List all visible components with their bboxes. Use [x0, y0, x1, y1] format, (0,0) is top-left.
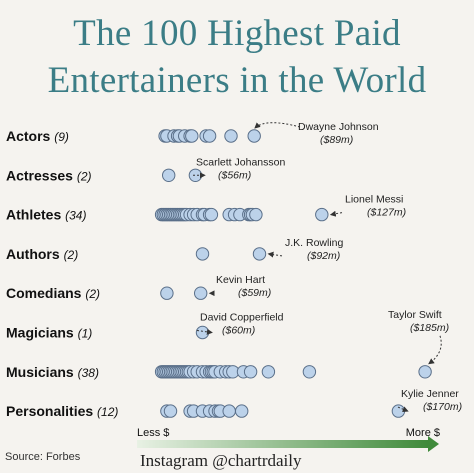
annotations: Dwayne Johnson($89m)Scarlett Johansson($… [193, 121, 462, 413]
category-name: Actors [6, 128, 54, 144]
annotation-name: Scarlett Johansson [196, 156, 285, 168]
annotation-value: ($89m) [320, 134, 353, 146]
annotation-name: Dwayne Johnson [298, 121, 379, 133]
category-label-actresses: Actresses (2) [6, 167, 92, 183]
annotation-magicians: David Copperfield($60m) [196, 312, 284, 337]
value-axis: Less $ More $ [137, 427, 440, 452]
annotation-value: ($59m) [238, 287, 271, 299]
category-name: Comedians [6, 285, 85, 301]
source-note: Source: Forbes [5, 451, 81, 463]
category-count: (12) [97, 405, 118, 419]
data-point [195, 325, 210, 340]
data-point [163, 404, 178, 418]
category-count: (2) [64, 248, 79, 262]
chart-title-line1: The 100 Highest Paid [73, 13, 401, 54]
annotation-musicians: Taylor Swift($185m) [388, 309, 449, 365]
data-point [235, 404, 249, 418]
data-point [315, 207, 329, 222]
data-point [204, 207, 219, 222]
category-count: (9) [54, 130, 69, 144]
axis-arrowhead [428, 436, 439, 452]
annotation-name: Kevin Hart [216, 274, 265, 286]
data-point [195, 247, 210, 261]
category-label-authors: Authors (2) [6, 246, 78, 262]
data-points [154, 129, 432, 418]
annotation-value: ($185m) [410, 322, 449, 334]
category-name: Personalities [6, 403, 97, 419]
data-point [162, 168, 176, 183]
category-name: Musicians [6, 364, 78, 380]
annotation-name: Taylor Swift [388, 309, 442, 321]
data-point [302, 365, 317, 379]
annotation-name: David Copperfield [200, 312, 284, 324]
category-count: (2) [77, 169, 92, 183]
data-point [247, 129, 261, 143]
category-label-actors: Actors (9) [6, 128, 69, 144]
data-point [222, 404, 236, 418]
annotation-arrow [329, 210, 343, 217]
annotation-value: ($92m) [307, 250, 340, 262]
annotation-actors: Dwayne Johnson($89m) [254, 121, 379, 146]
category-label-comedians: Comedians (2) [6, 285, 100, 301]
annotation-comedians: Kevin Hart($59m) [208, 274, 271, 299]
annotation-arrow [267, 251, 283, 258]
category-label-magicians: Magicians (1) [6, 325, 92, 341]
category-label-personalities: Personalities (12) [6, 403, 118, 419]
axis-high-label: More $ [406, 427, 440, 439]
annotation-athletes: Lionel Messi($127m) [329, 194, 406, 219]
annotation-arrow [428, 335, 442, 365]
chart-title-line2: Entertainers in the World [47, 60, 427, 101]
annotation-arrow [196, 328, 213, 335]
annotation-value: ($170m) [423, 401, 462, 413]
annotation-value: ($127m) [367, 207, 406, 219]
category-count: (1) [78, 327, 93, 341]
data-point [188, 168, 203, 183]
category-label-athletes: Athletes (34) [6, 207, 86, 223]
category-name: Actresses [6, 167, 77, 183]
data-point [418, 365, 432, 379]
category-count: (2) [85, 287, 100, 301]
data-point [160, 286, 174, 300]
category-rows: Actors (9) Actresses (2) Athletes (34) Auth… [6, 128, 118, 419]
category-label-musicians: Musicians (38) [6, 364, 99, 380]
data-point [249, 207, 263, 222]
data-point [224, 129, 238, 143]
category-name: Magicians [6, 325, 78, 341]
category-name: Authors [6, 246, 64, 262]
annotation-arrow [397, 406, 409, 413]
data-point [202, 129, 217, 143]
annotation-value: ($56m) [218, 169, 251, 181]
annotation-name: Lionel Messi [345, 194, 403, 206]
annotation-authors: J.K. Rowling($92m) [267, 237, 344, 262]
category-name: Athletes [6, 207, 65, 223]
annotation-name: Kylie Jenner [401, 388, 459, 400]
category-count: (34) [65, 209, 86, 223]
axis-gradient-bar [137, 440, 428, 448]
instagram-handle: Instagram @chartrdaily [140, 451, 302, 470]
category-count: (38) [78, 366, 99, 380]
data-point [261, 365, 276, 379]
data-point [185, 129, 199, 143]
annotation-value: ($60m) [222, 325, 255, 337]
axis-low-label: Less $ [137, 427, 169, 439]
data-point [243, 365, 258, 379]
annotation-personalities: Kylie Jenner($170m) [397, 388, 462, 413]
annotation-arrow [254, 122, 301, 129]
data-point [252, 247, 267, 261]
annotation-name: J.K. Rowling [285, 237, 344, 249]
data-point [194, 286, 208, 300]
annotation-actresses: Scarlett Johansson($56m) [193, 156, 285, 181]
